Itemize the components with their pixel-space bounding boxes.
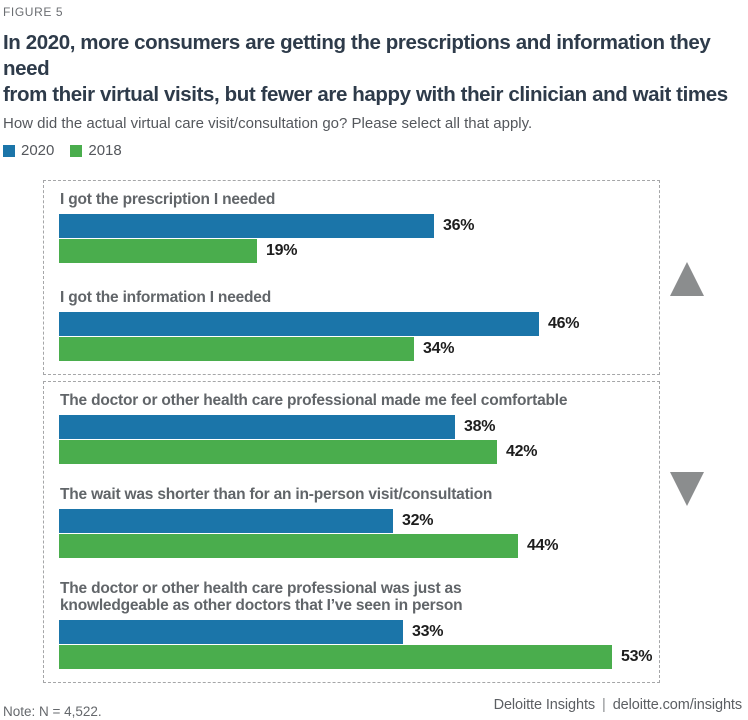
bar-row-2018: 53% (59, 645, 652, 669)
legend-label-2020: 2020 (21, 142, 55, 159)
bar-group: The doctor or other health care professi… (59, 580, 652, 669)
bar-2018 (59, 534, 518, 558)
category-label: The wait was shorter than for an in-pers… (60, 486, 493, 503)
chart-box-declined-metrics: The doctor or other health care professi… (43, 381, 660, 683)
chart-box-improved-metrics: I got the prescription I needed 36% 19% I g… (43, 180, 660, 375)
figure-subtitle: How did the actual virtual care visit/co… (3, 115, 533, 132)
bar-value: 53% (621, 648, 653, 665)
bar-chart: I got the prescription I needed 36% 19% I g… (43, 180, 704, 683)
category-label: I got the prescription I needed (60, 191, 276, 208)
bar-group: I got the prescription I needed 36% 19% (59, 191, 644, 263)
bar-value: 36% (443, 217, 475, 234)
bar-value: 44% (527, 537, 559, 554)
bar-row-2018: 34% (59, 337, 644, 361)
bar-2020 (59, 509, 393, 533)
footer-url[interactable]: deloitte.com/insights (612, 697, 742, 713)
figure-label: FIGURE 5 (3, 5, 64, 19)
bar-2020 (59, 620, 403, 644)
bar-row-2020: 32% (59, 509, 644, 533)
bar-value: 38% (464, 418, 496, 435)
increase-triangle-icon (670, 262, 704, 296)
category-label: I got the information I needed (60, 289, 272, 306)
legend-swatch-2018-icon (70, 144, 83, 157)
bar-row-2018: 42% (59, 440, 644, 464)
legend-swatch-2020-icon (3, 144, 15, 157)
bar-value: 33% (412, 623, 444, 640)
note-line: Note: N = 4,522. (3, 704, 102, 719)
bar-row-2020: 36% (59, 214, 644, 238)
bar-2018 (59, 239, 257, 263)
decrease-triangle-icon (670, 472, 704, 506)
bar-row-2020: 33% (59, 620, 644, 644)
footer-branding: Deloitte Insights | deloitte.com/insights (493, 697, 743, 713)
bar-row-2020: 46% (59, 312, 644, 336)
bar-row-2018: 44% (59, 534, 644, 558)
bar-row-2018: 19% (59, 239, 644, 263)
footer-brand: Deloitte Insights (493, 697, 596, 713)
bar-2020 (59, 312, 539, 336)
legend-label-2018: 2018 (88, 142, 122, 159)
bar-value: 19% (266, 242, 298, 259)
bar-value: 42% (506, 443, 538, 460)
bar-2018 (59, 440, 497, 464)
category-label: The doctor or other health care professi… (60, 580, 463, 614)
figure-title: In 2020, more consumers are getting the … (3, 31, 728, 106)
bar-2020 (59, 415, 455, 439)
bar-value: 46% (548, 315, 580, 332)
bar-value: 34% (423, 340, 455, 357)
bar-row-2020: 38% (59, 415, 644, 439)
legend-item-2018: 2018 (70, 142, 122, 159)
notes-block: Note: N = 4,522. Source: Deloitte Center… (3, 701, 744, 720)
bar-value: 32% (402, 512, 434, 529)
bar-2018 (59, 337, 414, 361)
bar-group: I got the information I needed 46% 34% (59, 289, 644, 361)
category-label: The doctor or other health care professi… (60, 392, 568, 409)
bar-group: The doctor or other health care professi… (59, 392, 644, 464)
legend: 2020 2018 (3, 142, 744, 159)
bar-2020 (59, 214, 434, 238)
bar-2018 (59, 645, 612, 669)
bar-group: The wait was shorter than for an in-pers… (59, 486, 644, 558)
legend-item-2020: 2020 (3, 142, 54, 159)
footer-separator: | (602, 697, 606, 713)
